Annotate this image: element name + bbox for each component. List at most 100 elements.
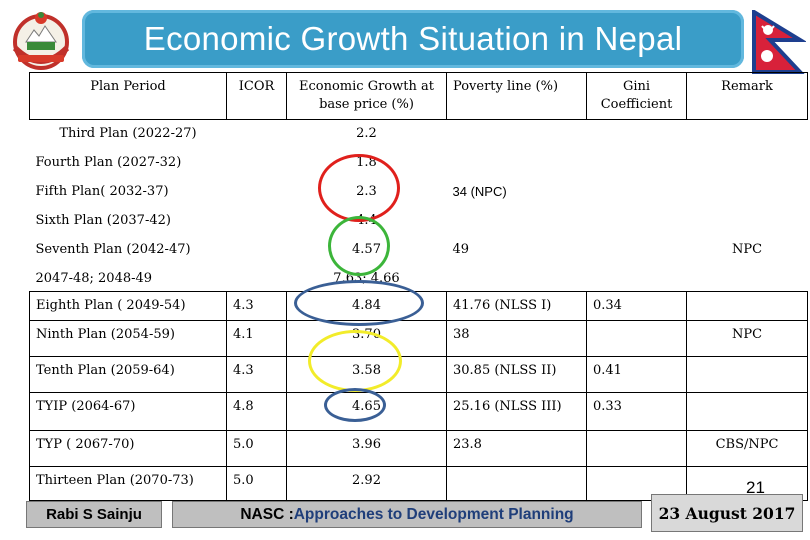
header-growth: Economic Growth at base price (%) xyxy=(286,72,447,120)
cell-growth: 3.58 xyxy=(286,356,447,393)
cell-growth: 2.2 xyxy=(356,126,377,141)
cell-growth: 3.70 xyxy=(286,320,447,357)
cell-poverty xyxy=(447,149,587,178)
cell-gini xyxy=(587,120,687,149)
cell-gini xyxy=(587,178,687,207)
nepal-flag-icon xyxy=(752,10,806,74)
cell-poverty: 34 (NPC) xyxy=(452,183,507,199)
cell-remark: CBS/NPC xyxy=(686,430,808,467)
cell-icor: 5.0 xyxy=(226,430,287,467)
title-banner: Economic Growth Situation in Nepal xyxy=(82,10,744,68)
header-poverty: Poverty line (%) xyxy=(446,72,587,120)
cell-icor: 4.3 xyxy=(226,356,287,393)
table-row: Thirteen Plan (2070-73) 5.0 2.92 xyxy=(29,466,808,501)
cell-growth: 4.65 xyxy=(286,392,447,431)
cell-remark xyxy=(686,356,808,393)
course-prefix: NASC : xyxy=(240,505,294,523)
cell-gini xyxy=(587,265,687,292)
table-row: Tenth Plan (2059-64) 4.3 3.58 30.85 (NLS… xyxy=(29,356,808,393)
cell-remark: NPC xyxy=(686,320,808,357)
cell-remark xyxy=(687,207,808,236)
cell-icor xyxy=(227,265,287,292)
cell-plan: 2047-48; 2048-49 xyxy=(35,270,153,286)
cell-poverty xyxy=(446,466,587,501)
cell-gini xyxy=(586,320,687,357)
cell-remark xyxy=(686,392,808,431)
date-box: 23 August 2017 xyxy=(651,494,803,532)
cell-growth: 7.63; 4.66 xyxy=(333,270,400,286)
cell-poverty xyxy=(447,265,587,292)
cell-icor: 4.3 xyxy=(226,291,287,321)
header-icor: ICOR xyxy=(226,72,287,120)
header-plan-period: Plan Period xyxy=(29,72,227,120)
author-name: Rabi S Sainju xyxy=(46,506,142,523)
cell-gini: 0.33 xyxy=(586,392,687,431)
cell-growth: 3.96 xyxy=(286,430,447,467)
cell-plan: Eighth Plan ( 2049-54) xyxy=(29,291,227,321)
cell-plan: Sixth Plan (2037-42) xyxy=(35,212,171,228)
table-row: TYIP (2064-67) 4.8 4.65 25.16 (NLSS III)… xyxy=(29,392,808,431)
table-row: Third Plan (2022-27) 2.2 xyxy=(30,120,808,149)
cell-plan: Thirteen Plan (2070-73) xyxy=(29,466,227,501)
course-box: NASC : Approaches to Development Plannin… xyxy=(172,501,642,528)
cell-remark xyxy=(686,291,808,321)
cell-icor xyxy=(227,207,287,236)
table-row: Seventh Plan (2042-47) 4.57 49 NPC xyxy=(30,236,808,265)
cell-icor xyxy=(227,178,287,207)
table-row: Eighth Plan ( 2049-54) 4.3 4.84 41.76 (N… xyxy=(29,291,808,321)
course-title: Approaches to Development Planning xyxy=(293,505,574,523)
cell-icor: 4.8 xyxy=(226,392,287,431)
table-row: Fourth Plan (2027-32) 1.8 xyxy=(30,149,808,178)
nepal-emblem-icon xyxy=(12,12,70,70)
cell-icor: 4.1 xyxy=(226,320,287,357)
header-gini: Gini Coefficient xyxy=(586,72,687,120)
cell-gini xyxy=(587,207,687,236)
cell-plan: Third Plan (2022-27) xyxy=(59,126,197,141)
cell-gini xyxy=(586,430,687,467)
cell-remark xyxy=(687,178,808,207)
cell-plan: Fourth Plan (2027-32) xyxy=(35,154,182,170)
growth-table: Plan Period ICOR Economic Growth at base… xyxy=(29,72,808,501)
cell-remark xyxy=(687,265,808,292)
cell-poverty xyxy=(447,207,587,236)
cell-poverty: 41.76 (NLSS I) xyxy=(446,291,587,321)
cell-remark xyxy=(687,120,808,149)
header-remark: Remark xyxy=(686,72,808,120)
cell-plan: Seventh Plan (2042-47) xyxy=(35,241,191,257)
cell-plan: Ninth Plan (2054-59) xyxy=(29,320,227,357)
cell-poverty: 30.85 (NLSS II) xyxy=(446,356,587,393)
cell-plan: TYIP (2064-67) xyxy=(29,392,227,431)
cell-poverty: 25.16 (NLSS III) xyxy=(446,392,587,431)
cell-icor xyxy=(227,236,287,265)
cell-growth: 1.8 xyxy=(356,154,377,170)
cell-growth: 4.84 xyxy=(286,291,447,321)
cell-plan: TYP ( 2067-70) xyxy=(29,430,227,467)
cell-poverty: 49 xyxy=(452,241,470,257)
cell-gini xyxy=(587,236,687,265)
cell-remark xyxy=(687,149,808,178)
table-header-row: Plan Period ICOR Economic Growth at base… xyxy=(29,72,808,120)
cell-remark: NPC xyxy=(731,241,763,257)
cell-poverty xyxy=(447,120,587,149)
cell-gini: 0.41 xyxy=(586,356,687,393)
author-box: Rabi S Sainju xyxy=(26,501,162,528)
table-row: TYP ( 2067-70) 5.0 3.96 23.8 CBS/NPC xyxy=(29,430,808,467)
page-title: Economic Growth Situation in Nepal xyxy=(143,20,683,57)
cell-gini xyxy=(587,149,687,178)
table-row: Ninth Plan (2054-59) 4.1 3.70 38 NPC xyxy=(29,320,808,357)
presentation-date: 23 August 2017 xyxy=(658,503,796,523)
cell-plan: Tenth Plan (2059-64) xyxy=(29,356,227,393)
cell-growth: 4.4 xyxy=(356,212,377,228)
cell-plan: Fifth Plan( 2032-37) xyxy=(35,183,169,199)
cell-poverty: 38 xyxy=(446,320,587,357)
cell-icor xyxy=(227,149,287,178)
table-row: 2047-48; 2048-49 7.63; 4.66 xyxy=(30,265,808,292)
cell-poverty: 23.8 xyxy=(446,430,587,467)
cell-gini: 0.34 xyxy=(586,291,687,321)
page-number: 21 xyxy=(746,478,765,497)
table-row: Sixth Plan (2037-42) 4.4 xyxy=(30,207,808,236)
cell-icor: 5.0 xyxy=(226,466,287,501)
cell-growth: 2.92 xyxy=(286,466,447,501)
cell-growth: 2.3 xyxy=(356,183,377,199)
cell-growth: 4.57 xyxy=(352,241,381,257)
